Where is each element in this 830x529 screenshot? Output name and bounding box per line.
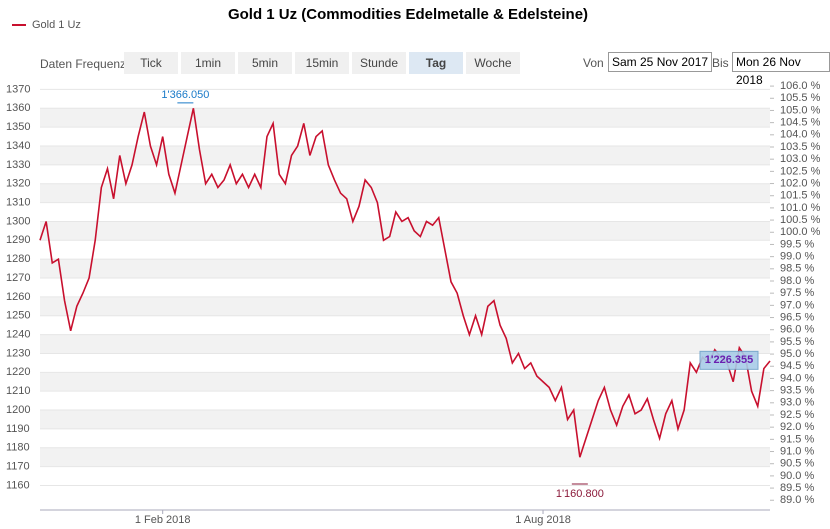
y2-tick-label: 100.5 % <box>780 214 821 226</box>
y-tick-label: 1250 <box>6 310 30 322</box>
y-tick-label: 1270 <box>6 272 30 284</box>
y2-tick-label: 93.5 % <box>780 385 814 397</box>
y2-tick-label: 96.0 % <box>780 324 814 336</box>
grid-band <box>40 221 770 241</box>
y2-tick-label: 95.0 % <box>780 348 814 360</box>
y2-tick-label: 91.5 % <box>780 433 814 445</box>
grid-band <box>40 410 770 429</box>
y-tick-label: 1200 <box>6 404 30 416</box>
y-tick-label: 1320 <box>6 178 30 190</box>
frequency-button[interactable]: 5min <box>238 52 292 74</box>
y2-tick-label: 102.5 % <box>780 165 821 177</box>
grid-band <box>40 146 770 165</box>
frequency-button[interactable]: Tag <box>409 52 463 74</box>
y2-tick-label: 98.5 % <box>780 263 814 275</box>
from-label: Von <box>583 56 604 70</box>
y-tick-label: 1170 <box>6 461 30 473</box>
y2-tick-label: 94.5 % <box>780 360 814 372</box>
y2-tick-label: 95.5 % <box>780 336 814 348</box>
price-line <box>39 108 771 458</box>
y-tick-label: 1190 <box>6 423 30 435</box>
y2-tick-label: 92.0 % <box>780 421 814 433</box>
x-tick-label: 1 Aug 2018 <box>515 514 571 526</box>
y2-tick-label: 89.0 % <box>780 494 814 506</box>
y2-tick-label: 89.5 % <box>780 482 814 494</box>
y-tick-label: 1230 <box>6 347 30 359</box>
y-tick-label: 1340 <box>6 140 30 152</box>
y-tick-label: 1360 <box>6 102 30 114</box>
grid-band <box>40 296 770 316</box>
min-label: 1'160.800 <box>556 488 604 500</box>
y2-tick-label: 104.0 % <box>780 129 821 141</box>
y-tick-label: 1240 <box>6 329 30 341</box>
grid-band <box>40 447 770 467</box>
y2-tick-label: 106.0 % <box>780 80 821 92</box>
y-tick-label: 1370 <box>6 83 30 95</box>
grid-band <box>40 334 770 354</box>
y2-tick-label: 92.5 % <box>780 409 814 421</box>
y-tick-label: 1160 <box>6 479 30 491</box>
y2-tick-label: 101.5 % <box>780 190 821 202</box>
legend-label: Gold 1 Uz <box>32 19 81 31</box>
grid-band <box>40 108 770 128</box>
frequency-button[interactable]: Tick <box>124 52 178 74</box>
y2-tick-label: 100.0 % <box>780 226 821 238</box>
frequency-button[interactable]: 1min <box>181 52 235 74</box>
y2-tick-label: 94.0 % <box>780 372 814 384</box>
y2-tick-label: 103.0 % <box>780 153 821 165</box>
y-tick-label: 1330 <box>6 159 30 171</box>
y2-tick-label: 104.5 % <box>780 117 821 129</box>
y2-tick-label: 103.5 % <box>780 141 821 153</box>
grid-band <box>40 372 770 392</box>
y2-tick-label: 91.0 % <box>780 445 814 457</box>
y2-tick-label: 97.5 % <box>780 287 814 299</box>
y2-tick-label: 102.0 % <box>780 177 821 189</box>
max-label: 1'366.050 <box>161 89 209 101</box>
to-label: Bis <box>712 56 729 70</box>
y2-tick-label: 96.5 % <box>780 311 814 323</box>
y2-tick-label: 93.0 % <box>780 397 814 409</box>
y2-tick-label: 90.5 % <box>780 458 814 470</box>
toolbar-label: Daten Frequenz <box>40 57 127 71</box>
y2-tick-label: 105.5 % <box>780 92 821 104</box>
y-tick-label: 1220 <box>6 366 30 378</box>
frequency-button[interactable]: Stunde <box>352 52 406 74</box>
y2-tick-label: 98.0 % <box>780 275 814 287</box>
frequency-button[interactable]: 15min <box>295 52 349 74</box>
y-tick-label: 1180 <box>6 442 30 454</box>
y2-tick-label: 105.0 % <box>780 104 821 116</box>
y2-tick-label: 97.0 % <box>780 299 814 311</box>
y-tick-label: 1310 <box>6 196 30 208</box>
y2-tick-label: 90.0 % <box>780 470 814 482</box>
y-tick-label: 1280 <box>6 253 30 265</box>
y-tick-label: 1210 <box>6 385 30 397</box>
last-box <box>699 350 759 370</box>
grid-band <box>40 183 770 203</box>
frequency-button[interactable]: Woche <box>466 52 520 74</box>
y-tick-label: 1290 <box>6 234 30 246</box>
y-tick-label: 1350 <box>6 121 30 133</box>
y2-tick-label: 99.5 % <box>780 238 814 250</box>
last-label: 1'226.355 <box>705 354 754 366</box>
x-tick-label: 1 Feb 2018 <box>135 514 191 526</box>
grid-band <box>40 259 770 279</box>
from-date[interactable]: Sam 25 Nov 2017 <box>608 52 713 72</box>
chart-title: Gold 1 Uz (Commodities Edelmetalle & Ede… <box>228 6 588 23</box>
y-tick-label: 1300 <box>6 215 30 227</box>
to-date[interactable]: Mon 26 Nov 2018 <box>732 52 830 87</box>
y2-tick-label: 101.0 % <box>780 202 821 214</box>
y2-tick-label: 99.0 % <box>780 251 814 263</box>
y-tick-label: 1260 <box>6 291 30 303</box>
